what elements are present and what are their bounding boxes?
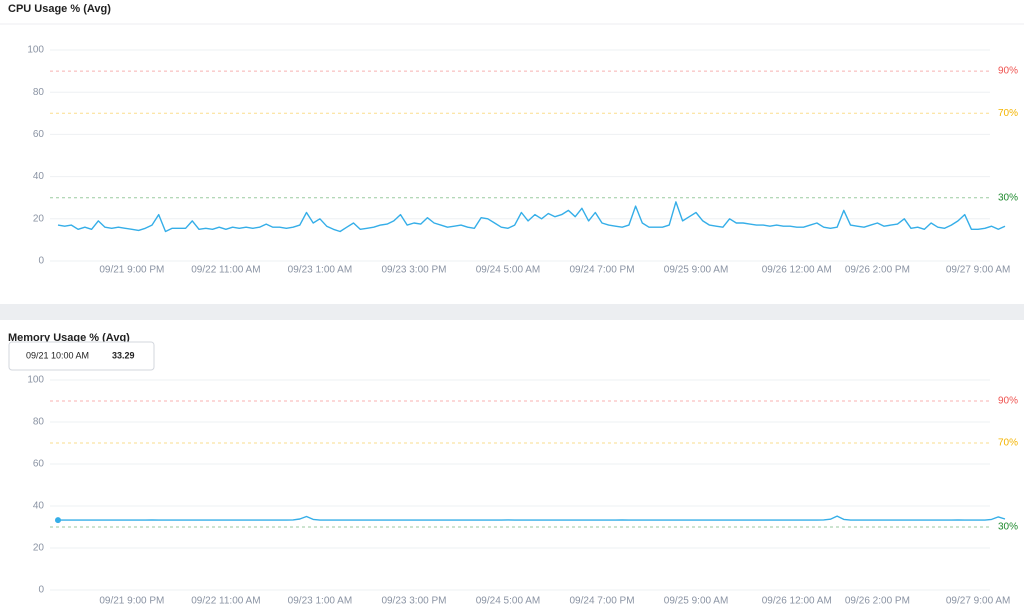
x-tick-label: 09/26 12:00 AM (762, 596, 832, 607)
x-tick-label: 09/26 2:00 PM (845, 596, 910, 607)
threshold-label: 90% (998, 396, 1018, 407)
y-tick-label: 60 (33, 129, 45, 140)
tooltip-label: 09/21 10:00 AM (26, 350, 89, 360)
threshold-label: 90% (998, 66, 1018, 77)
x-tick-label: 09/23 1:00 AM (288, 265, 353, 276)
x-tick-label: 09/25 9:00 AM (664, 596, 729, 607)
threshold-label: 70% (998, 108, 1018, 119)
threshold-label: 30% (998, 192, 1018, 203)
panel-separator (0, 304, 1024, 320)
x-tick-label: 09/23 3:00 PM (381, 265, 446, 276)
x-tick-label: 09/24 5:00 AM (476, 596, 541, 607)
x-tick-label: 09/22 11:00 AM (191, 596, 260, 607)
x-tick-label: 09/21 9:00 PM (99, 596, 164, 607)
hover-point (55, 517, 61, 524)
y-tick-label: 0 (38, 256, 44, 267)
x-tick-label: 09/24 7:00 PM (569, 265, 634, 276)
x-tick-label: 09/22 11:00 AM (191, 265, 260, 276)
y-tick-label: 80 (33, 87, 45, 98)
x-tick-label: 09/27 9:00 AM (946, 596, 1011, 607)
tooltip-box (8, 341, 155, 371)
tooltip-value: 33.29 (112, 350, 135, 360)
x-tick-label: 09/23 1:00 AM (288, 596, 353, 607)
x-tick-label: 09/25 9:00 AM (664, 265, 729, 276)
chart-title: Memory Usage % (Avg) (8, 332, 130, 344)
y-tick-label: 20 (33, 543, 45, 554)
y-tick-label: 100 (27, 375, 44, 386)
x-tick-label: 09/23 3:00 PM (381, 596, 446, 607)
y-tick-label: 0 (38, 585, 44, 596)
x-tick-label: 09/27 9:00 AM (946, 265, 1011, 276)
line-series (57, 201, 1006, 233)
y-tick-label: 80 (33, 417, 45, 428)
y-tick-label: 60 (33, 459, 45, 470)
y-tick-label: 20 (33, 213, 45, 224)
chart-title: CPU Usage % (Avg) (8, 3, 111, 15)
y-tick-label: 40 (33, 171, 45, 182)
x-tick-label: 09/24 5:00 AM (476, 265, 541, 276)
x-tick-label: 09/21 9:00 PM (99, 265, 164, 276)
y-tick-label: 100 (27, 45, 44, 56)
y-tick-label: 40 (33, 501, 45, 512)
x-tick-label: 09/26 2:00 PM (845, 265, 910, 276)
line-series (58, 515, 1006, 521)
threshold-label: 70% (998, 438, 1018, 449)
threshold-label: 30% (998, 522, 1018, 533)
x-tick-label: 09/26 12:00 AM (762, 265, 832, 276)
x-tick-label: 09/24 7:00 PM (569, 596, 634, 607)
